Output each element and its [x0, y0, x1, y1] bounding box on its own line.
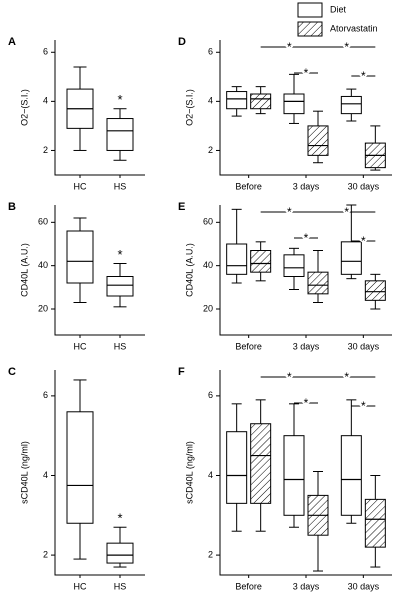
bracket-star: *	[344, 205, 349, 219]
significance-star: *	[117, 511, 122, 526]
y-tick-label: 6	[208, 47, 213, 57]
bracket-star: *	[287, 40, 292, 54]
box	[250, 423, 272, 504]
x-tick-label: 3 days	[293, 581, 320, 591]
bracket-star: *	[304, 231, 309, 245]
box	[364, 280, 386, 301]
legend-label: Diet	[330, 4, 347, 14]
bracket-star: *	[361, 399, 366, 413]
x-tick-label: 3 days	[293, 341, 320, 351]
axis	[54, 205, 145, 336]
box	[283, 254, 305, 277]
significance-star: *	[117, 92, 122, 107]
bracket-star: *	[304, 396, 309, 410]
box	[66, 411, 94, 524]
x-tick-label: HS	[114, 181, 127, 191]
y-tick-label: 6	[43, 390, 48, 400]
box	[226, 243, 248, 275]
y-tick-label: 40	[203, 260, 213, 270]
y-tick-label: 2	[43, 549, 48, 559]
panel-label: F	[178, 366, 185, 378]
y-axis-label: O2−(S.I.)	[184, 89, 194, 126]
y-tick-label: 6	[43, 47, 48, 57]
x-tick-label: 30 days	[348, 341, 380, 351]
y-tick-label: 60	[38, 217, 48, 227]
axis	[219, 40, 392, 176]
panel-label: C	[8, 366, 16, 378]
box	[340, 241, 362, 275]
x-tick-label: Before	[235, 181, 262, 191]
box	[106, 542, 134, 564]
y-tick-label: 4	[208, 470, 213, 480]
y-tick-label: 4	[208, 96, 213, 106]
x-tick-label: 30 days	[348, 581, 380, 591]
box	[340, 435, 362, 516]
panel-label: B	[8, 201, 16, 213]
box	[226, 91, 248, 110]
box	[250, 93, 272, 110]
x-tick-label: 3 days	[293, 181, 320, 191]
bracket-star: *	[344, 40, 349, 54]
box	[66, 230, 94, 284]
bracket-star: *	[304, 66, 309, 80]
x-tick-label: HC	[74, 181, 87, 191]
y-tick-label: 2	[208, 549, 213, 559]
y-tick-label: 2	[208, 145, 213, 155]
box	[106, 118, 134, 151]
box	[307, 271, 329, 295]
box	[250, 250, 272, 273]
x-tick-label: Before	[235, 581, 262, 591]
y-tick-label: 2	[43, 145, 48, 155]
y-axis-label: O2−(S.I.)	[19, 89, 29, 126]
box	[283, 93, 305, 115]
y-axis-label: sCD40L (ng/ml)	[184, 441, 194, 504]
x-tick-label: HS	[114, 581, 127, 591]
x-tick-label: HC	[74, 581, 87, 591]
legend-swatch	[297, 2, 323, 18]
box	[307, 125, 329, 156]
box	[340, 95, 362, 115]
x-tick-label: HS	[114, 341, 127, 351]
y-tick-label: 4	[43, 470, 48, 480]
x-tick-label: HC	[74, 341, 87, 351]
significance-star: *	[117, 247, 122, 262]
box	[106, 276, 134, 297]
y-tick-label: 20	[38, 303, 48, 313]
y-axis-label: sCD40L (ng/ml)	[19, 441, 29, 504]
x-tick-label: Before	[235, 341, 262, 351]
box	[364, 498, 386, 548]
y-axis-label: CD40L (A.U.)	[19, 243, 29, 297]
y-tick-label: 4	[43, 96, 48, 106]
panel-label: A	[8, 36, 16, 48]
bracket-star: *	[287, 205, 292, 219]
axis	[54, 370, 145, 576]
bracket-star: *	[287, 370, 292, 384]
y-axis-label: CD40L (A.U.)	[184, 243, 194, 297]
legend-label: Atorvastatin	[330, 23, 378, 33]
panel-label: E	[178, 201, 185, 213]
bracket-star: *	[361, 234, 366, 248]
box	[226, 431, 248, 504]
y-tick-label: 20	[203, 303, 213, 313]
y-tick-label: 6	[208, 390, 213, 400]
axis	[54, 40, 145, 176]
axis	[219, 205, 392, 336]
bracket-star: *	[361, 69, 366, 83]
bracket-star: *	[344, 370, 349, 384]
x-tick-label: 30 days	[348, 181, 380, 191]
box	[283, 435, 305, 516]
y-tick-label: 40	[38, 260, 48, 270]
legend-swatch	[297, 21, 323, 37]
axis	[219, 370, 392, 576]
y-tick-label: 60	[203, 217, 213, 227]
panel-label: D	[178, 36, 186, 48]
